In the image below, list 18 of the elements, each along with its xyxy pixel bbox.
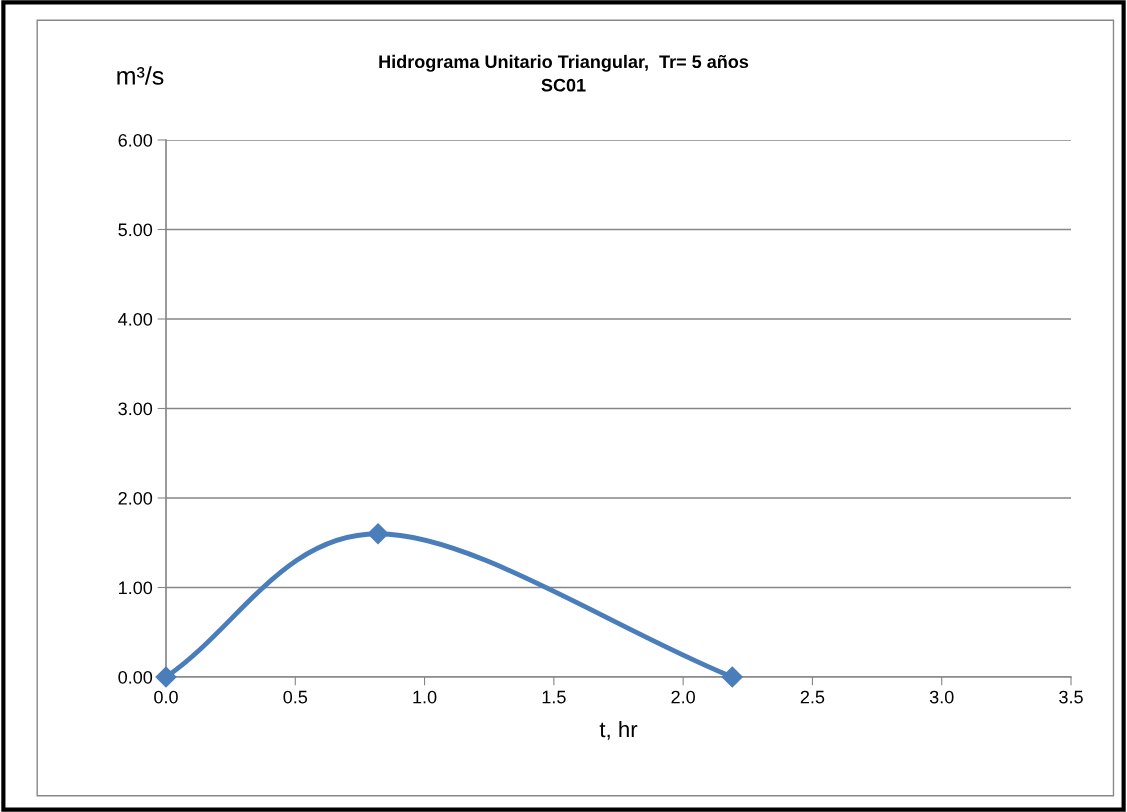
y-tick-label: 6.00 — [118, 133, 153, 147]
y-tick-label: 1.00 — [119, 581, 153, 595]
x-tick-label: 3.5 — [1059, 690, 1083, 704]
y-tick-label: 2.00 — [118, 491, 153, 505]
x-tick-label: 2.5 — [800, 690, 825, 704]
y-axis-title: m³/s — [117, 66, 164, 85]
chart-title: Hidrograma Unitario Triangular, Tr= 5 años SC01 — [379, 54, 749, 92]
x-tick-label: 3.0 — [929, 690, 954, 704]
x-tick-label: 2.0 — [671, 690, 695, 704]
x-axis-title: t, hr — [599, 720, 638, 740]
x-tick-label: 0.0 — [154, 690, 178, 704]
y-tick-label: 3.00 — [118, 402, 153, 416]
y-tick-label: 0.00 — [118, 670, 153, 684]
x-tick-label: 0.5 — [283, 690, 308, 704]
x-tick-label: 1.0 — [413, 690, 437, 704]
y-tick-label: 4.00 — [118, 312, 153, 326]
x-tick-label: 1.5 — [542, 690, 566, 704]
y-tick-label: 5.00 — [118, 223, 153, 237]
